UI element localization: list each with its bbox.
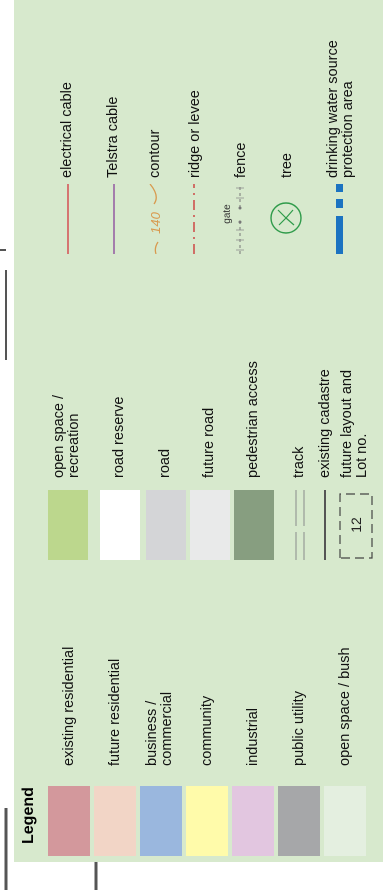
swatch-road-reserve [100,490,140,560]
label-drinking-water-line1: drinking water source [325,40,341,178]
label-track: track [291,446,307,478]
water-bar-end [336,184,343,192]
gate-label: gate [222,204,233,224]
label-recreation-line1: open space / [51,394,67,478]
label-existing-cadastre: existing cadastre [317,369,333,478]
label-electrical-cable: electrical cable [59,82,75,178]
tree-stroke [270,202,302,234]
swatch-road [146,490,186,560]
swatch-community [186,786,228,856]
legend-title: Legend [20,787,37,844]
label-open-space-recreation: open space / recreation [51,394,82,478]
label-business-commercial: business / commercial [144,691,175,766]
label-existing-residential: existing residential [61,646,77,766]
label-business-line1: business / [144,700,160,766]
legend-panel: Legend existing residential future resid… [14,0,383,862]
contour-value: 140 [148,211,163,233]
fence-icon: gate [222,184,244,254]
label-telstra-cable: Telstra cable [105,96,121,178]
label-pedestrian-access: pedestrian access [245,361,261,478]
label-drinking-water-line2: protection area [340,81,356,178]
label-fence: fence [233,142,249,178]
contour-stroke-b [149,184,157,205]
label-business-line2: commercial [159,691,175,766]
label-ridge-levee: ridge or levee [187,90,203,178]
swatch-industrial [232,786,274,856]
label-recreation-line2: recreation [66,413,82,478]
label-future-road: future road [201,407,217,478]
tree-icon [270,202,302,234]
swatch-open-space-bush [324,786,366,856]
future-lot-icon: 12 [339,493,373,559]
track-lines-icon [295,490,305,560]
label-industrial: industrial [245,707,261,766]
swatch-public-utility [278,786,320,856]
contour-icon: 140 [148,184,163,254]
label-future-layout-line2: Lot no. [354,433,370,478]
label-road-reserve: road reserve [111,396,127,478]
water-bar-long [336,216,343,254]
tree-branches [277,209,295,226]
label-tree: tree [279,153,295,178]
future-lot-number: 12 [348,517,364,533]
label-future-residential: future residential [107,658,123,766]
electrical-cable-line [67,184,69,254]
cadastre-line-icon [324,490,326,560]
label-drinking-water: drinking water source protection area [325,40,356,178]
label-road: road [157,448,173,478]
water-bar-short [336,199,343,208]
label-community: community [199,695,215,766]
label-future-layout-line1: future layout and [339,369,355,478]
swatch-future-road [190,490,230,560]
swatch-business-commercial [140,786,182,856]
contour-stroke-a [154,241,159,254]
water-protection-icon [336,184,343,254]
label-contour: contour [147,129,163,178]
swatch-open-space-recreation [48,490,88,560]
telstra-cable-line [113,184,115,254]
swatch-existing-residential [48,786,90,856]
label-public-utility: public utility [291,691,307,766]
ridge-levee-icon [193,184,195,254]
swatch-future-residential [94,786,136,856]
swatch-pedestrian-access [234,490,274,560]
label-open-space-bush: open space / bush [337,647,353,766]
label-future-layout: future layout and Lot no. [339,369,370,478]
